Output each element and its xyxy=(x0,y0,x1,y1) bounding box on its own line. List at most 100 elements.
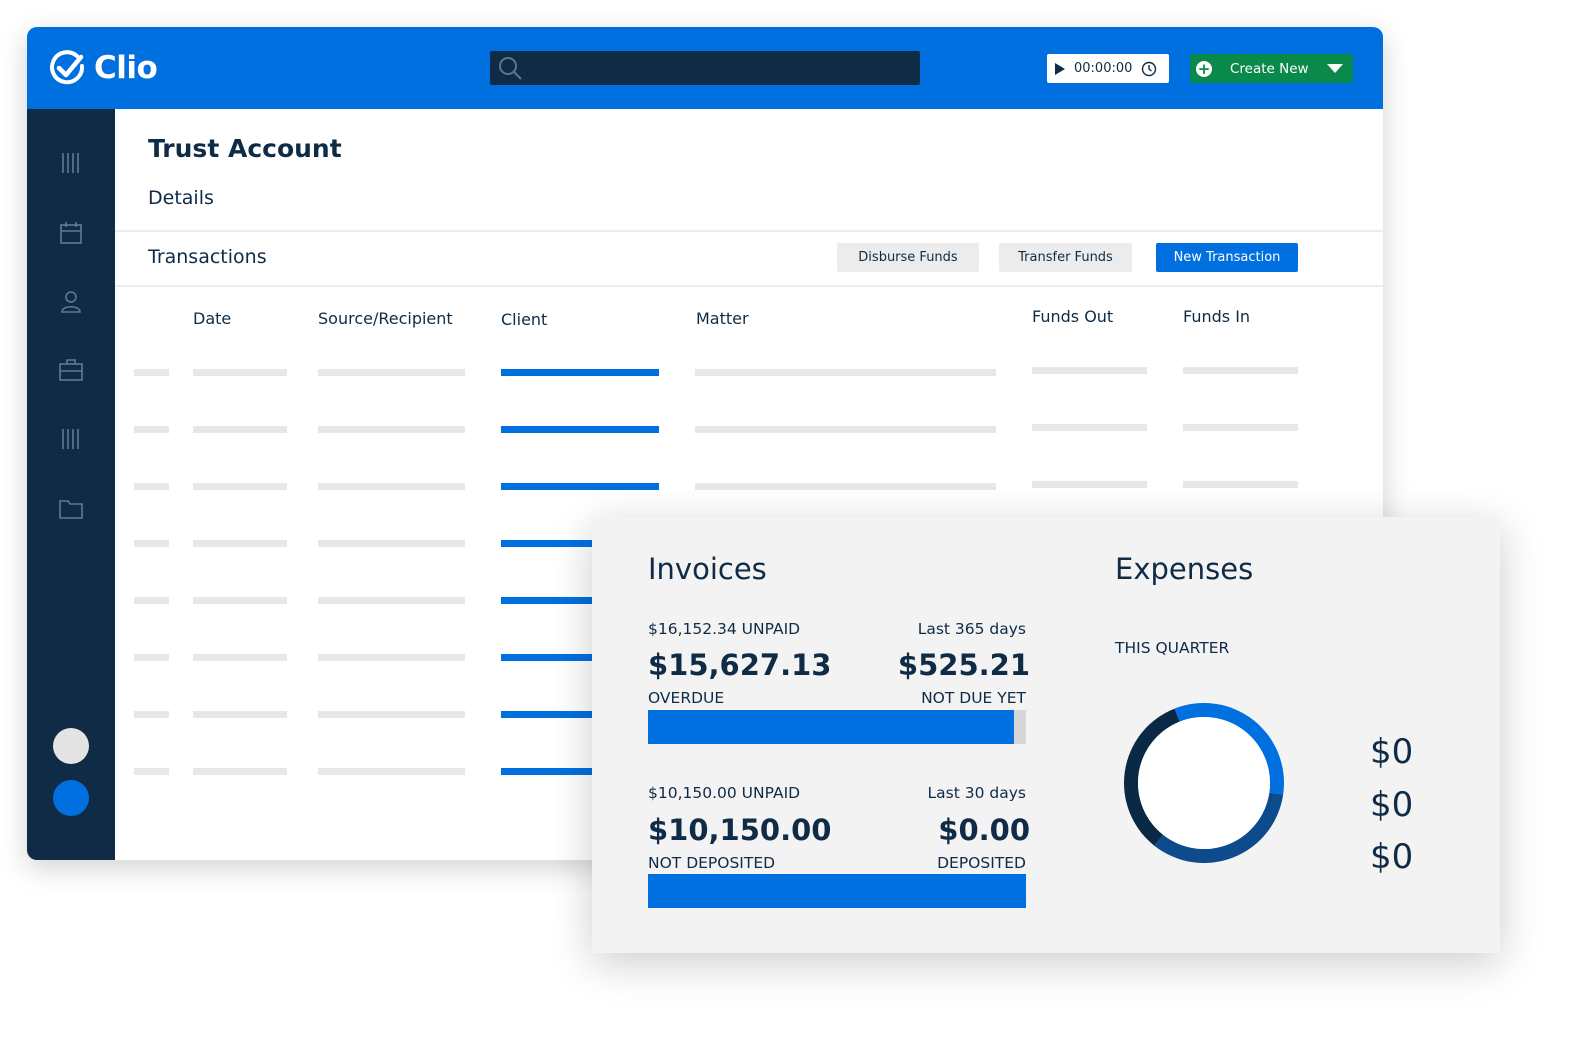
overdue-label: OVERDUE xyxy=(648,689,725,707)
plus-icon: + xyxy=(1196,59,1212,78)
row-select-placeholder xyxy=(134,369,169,376)
row-select-placeholder xyxy=(134,483,169,490)
clio-check-icon xyxy=(50,50,85,85)
documents-icon[interactable] xyxy=(57,495,85,523)
source-placeholder xyxy=(318,597,465,604)
not-deposited-amount: $10,150.00 xyxy=(648,813,832,847)
column-header-funds-out[interactable]: Funds Out xyxy=(1032,307,1114,326)
row-select-placeholder xyxy=(134,768,169,775)
transactions-header: Transactions Disburse Funds Transfer Fun… xyxy=(115,230,1383,287)
donut-segment-2 xyxy=(1154,792,1284,863)
invoices-unpaid-label: $16,152.34 UNPAID xyxy=(648,620,801,638)
date-placeholder xyxy=(193,768,287,775)
expenses-period-label: THIS QUARTER xyxy=(1115,639,1230,657)
client-link-placeholder[interactable] xyxy=(501,369,659,376)
client-link-placeholder[interactable] xyxy=(501,426,659,433)
contacts-icon[interactable] xyxy=(57,287,85,315)
matter-placeholder xyxy=(695,426,996,433)
client-link-placeholder[interactable] xyxy=(501,597,659,604)
source-placeholder xyxy=(318,768,465,775)
matter-placeholder xyxy=(695,483,996,490)
matters-icon[interactable] xyxy=(57,149,85,177)
timer-control[interactable]: 00:00:00 xyxy=(1047,54,1169,83)
overdue-amount: $15,627.13 xyxy=(648,648,832,682)
help-button[interactable] xyxy=(53,780,89,816)
date-placeholder xyxy=(193,483,287,490)
date-placeholder xyxy=(193,540,287,547)
column-header-matter[interactable]: Matter xyxy=(696,309,749,328)
deposited-amount: $0.00 xyxy=(938,813,1030,847)
client-link-placeholder[interactable] xyxy=(501,654,659,661)
tab-transactions[interactable]: Transactions xyxy=(148,246,267,268)
funds-in-placeholder xyxy=(1183,367,1298,374)
column-header-date[interactable]: Date xyxy=(193,309,232,328)
sidebar xyxy=(27,109,115,860)
chevron-down-icon[interactable] xyxy=(1326,64,1343,73)
logo-text: Clio xyxy=(94,50,158,86)
deposits-unpaid-label: $10,150.00 UNPAID xyxy=(648,784,801,802)
date-placeholder xyxy=(193,369,287,376)
funds-out-placeholder xyxy=(1032,367,1147,374)
funds-in-placeholder xyxy=(1183,424,1298,431)
create-new-label: Create New xyxy=(1230,60,1309,77)
row-select-placeholder xyxy=(134,426,169,433)
page-title: Trust Account xyxy=(148,134,342,163)
client-link-placeholder[interactable] xyxy=(501,768,659,775)
column-header-source[interactable]: Source/Recipient xyxy=(318,309,453,328)
funds-in-placeholder xyxy=(1183,481,1298,488)
client-link-placeholder[interactable] xyxy=(501,711,659,718)
calendar-icon[interactable] xyxy=(57,219,85,247)
date-placeholder xyxy=(193,711,287,718)
expenses-heading: Expenses xyxy=(1115,552,1254,586)
transfer-funds-button[interactable]: Transfer Funds xyxy=(999,243,1132,272)
search-icon xyxy=(499,57,522,80)
deposited-label: DEPOSITED xyxy=(937,854,1026,872)
expense-value-1: $0 xyxy=(1370,732,1414,772)
summary-card: Invoices $16,152.34 UNPAID Last 365 days… xyxy=(592,517,1500,953)
row-select-placeholder xyxy=(134,597,169,604)
row-select-placeholder xyxy=(134,654,169,661)
row-select-placeholder xyxy=(134,540,169,547)
tab-details[interactable]: Details xyxy=(148,187,214,209)
source-placeholder xyxy=(318,654,465,661)
funds-out-placeholder xyxy=(1032,424,1147,431)
activities-icon[interactable] xyxy=(57,425,85,453)
expense-value-2: $0 xyxy=(1370,785,1414,825)
source-placeholder xyxy=(318,369,465,376)
search-input[interactable] xyxy=(490,51,920,85)
deposits-progress-bar xyxy=(648,874,1026,908)
invoices-progress-bar xyxy=(648,710,1026,744)
client-link-placeholder[interactable] xyxy=(501,483,659,490)
invoices-heading: Invoices xyxy=(648,552,767,586)
client-link-placeholder[interactable] xyxy=(501,540,659,547)
expense-value-3: $0 xyxy=(1370,837,1414,877)
date-placeholder xyxy=(193,597,287,604)
source-placeholder xyxy=(318,483,465,490)
deposits-progress-fill xyxy=(648,874,1026,908)
disburse-funds-button[interactable]: Disburse Funds xyxy=(837,243,979,272)
briefcase-icon[interactable] xyxy=(57,356,85,384)
donut-hole xyxy=(1138,717,1270,849)
invoices-period-label: Last 365 days xyxy=(917,620,1026,638)
source-placeholder xyxy=(318,540,465,547)
funds-out-placeholder xyxy=(1032,481,1147,488)
not-deposited-label: NOT DEPOSITED xyxy=(648,854,776,872)
date-placeholder xyxy=(193,426,287,433)
play-icon[interactable] xyxy=(1055,62,1065,75)
new-transaction-button[interactable]: New Transaction xyxy=(1156,243,1298,272)
create-new-button[interactable]: + Create New xyxy=(1190,54,1353,83)
date-placeholder xyxy=(193,654,287,661)
avatar[interactable] xyxy=(53,728,89,764)
deposits-period-label: Last 30 days xyxy=(927,784,1026,802)
column-header-funds-in[interactable]: Funds In xyxy=(1183,307,1251,326)
donut-segment-1 xyxy=(1174,703,1284,795)
not-due-amount: $525.21 xyxy=(897,648,1030,682)
not-due-label: NOT DUE YET xyxy=(921,689,1026,707)
clock-icon xyxy=(1142,61,1157,76)
column-header-client[interactable]: Client xyxy=(501,310,548,329)
top-bar: Clio 00:00:00 + Create New xyxy=(27,27,1383,109)
row-select-placeholder xyxy=(134,711,169,718)
timer-value: 00:00:00 xyxy=(1074,61,1133,76)
source-placeholder xyxy=(318,426,465,433)
clio-logo[interactable]: Clio xyxy=(48,48,158,88)
